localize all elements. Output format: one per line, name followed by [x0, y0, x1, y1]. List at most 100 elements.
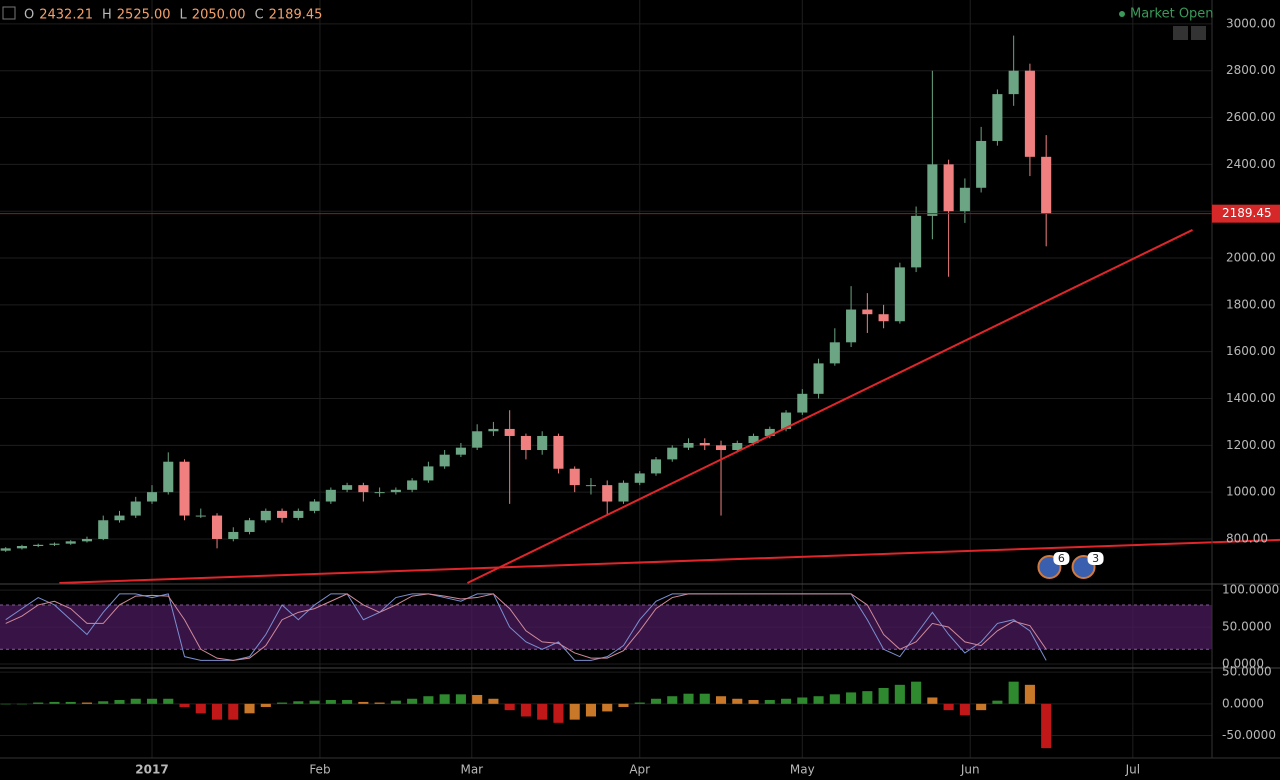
candle-body [862, 309, 873, 315]
macd-bar [260, 703, 271, 707]
candle-body [33, 544, 44, 547]
ohlc-header: O 2432.21 H 2525.00 L 2050.00 C 2189.45 [24, 8, 322, 23]
macd-bar [358, 701, 369, 704]
macd-bar [65, 701, 76, 704]
candle-body [342, 485, 353, 490]
macd-bar [667, 696, 678, 704]
candle-body [277, 510, 288, 518]
candle-body [894, 267, 905, 322]
candle-body [797, 393, 808, 413]
macd-bar [81, 702, 93, 704]
macd-bar [650, 698, 662, 704]
x-tick-label: Mar [460, 763, 483, 777]
candle-body [553, 435, 564, 469]
candle-body [0, 548, 11, 551]
candle-body [537, 435, 548, 451]
scale-button[interactable] [1191, 26, 1206, 40]
y-tick-label: 1200.00 [1226, 438, 1276, 452]
candle-body [715, 445, 727, 451]
y-tick-label: 50.0000 [1222, 620, 1272, 634]
macd-bar [1008, 681, 1019, 704]
macd-bar [33, 702, 44, 704]
candle-body [228, 531, 239, 539]
trendline [466, 229, 1193, 584]
stoch-line [5, 593, 1047, 661]
macd-bar [748, 700, 759, 704]
candle-body [423, 466, 434, 481]
candle-body [504, 428, 515, 436]
macd-bar [813, 696, 824, 704]
event-count-bg [1087, 552, 1104, 565]
candle-body [911, 215, 922, 268]
market-status: Market Open [1130, 7, 1214, 22]
y-tick-label: 2800.00 [1226, 63, 1276, 77]
macd-bar [114, 700, 125, 704]
macd-bar [959, 703, 970, 716]
macd-bar [894, 684, 905, 704]
macd-bar [390, 700, 401, 704]
macd-bar [309, 700, 320, 704]
event-count-bg [1053, 552, 1070, 565]
candle-body [439, 454, 450, 467]
candle-body [992, 94, 1003, 141]
macd-bar [715, 696, 727, 704]
macd-bar [797, 697, 808, 704]
macd-bar [764, 700, 775, 704]
y-tick-label: 2400.00 [1226, 157, 1276, 171]
ohlc-value: 2050.00 [192, 8, 246, 23]
candle-body [472, 431, 483, 448]
macd-bar [16, 703, 27, 705]
event-count: 3 [1092, 552, 1099, 565]
y-tick-label: 2000.00 [1226, 251, 1276, 265]
candle-body [634, 473, 645, 483]
macd-bar [943, 703, 954, 711]
candle-body [829, 342, 840, 364]
candle-body [390, 489, 401, 493]
candle-body [650, 459, 662, 474]
macd-bar [1041, 703, 1052, 749]
candle-body [146, 492, 158, 502]
macd-bar [911, 681, 922, 704]
candle-body [585, 485, 597, 487]
y-tick-label: -50.0000 [1222, 728, 1276, 742]
candle-body [781, 412, 792, 429]
candle-body [16, 546, 27, 549]
last-price-tag [1212, 204, 1280, 223]
macd-bar [618, 703, 629, 707]
candle-body [81, 538, 93, 542]
macd-bar [342, 700, 353, 704]
candle-body [813, 363, 824, 394]
candle-body [1008, 70, 1019, 95]
candle-body [683, 442, 694, 448]
macd-bar [602, 703, 613, 712]
macd-bar [293, 701, 304, 704]
macd-bar [829, 694, 840, 704]
macd-bar [504, 703, 515, 711]
candle-body [65, 541, 76, 544]
y-tick-label: 0.0000 [1222, 657, 1264, 671]
y-tick-label: 1400.00 [1226, 391, 1276, 405]
y-tick-label: 3000.00 [1226, 16, 1276, 30]
scroll-button[interactable] [1173, 26, 1188, 40]
macd-bar [423, 696, 434, 704]
status-dot [1119, 11, 1125, 17]
candle-body [959, 187, 970, 212]
candle-body [244, 520, 255, 532]
y-tick-label: 100.0000 [1222, 583, 1279, 597]
macd-bar [472, 694, 483, 704]
macd-bar [846, 692, 857, 704]
ohlc-label: C [255, 8, 264, 23]
candle-body [309, 501, 320, 511]
macd-bar [976, 703, 987, 711]
y-tick-label: 800.00 [1226, 531, 1268, 545]
candle-body [211, 515, 223, 539]
y-tick-label: 50.0000 [1222, 665, 1272, 679]
macd-bar [130, 698, 141, 704]
ohlc-value: 2189.45 [269, 8, 323, 23]
candle-body [130, 501, 141, 516]
candle-body [1024, 70, 1035, 157]
x-tick-label: Jun [960, 763, 980, 777]
symbol-toggle[interactable] [2, 6, 16, 20]
macd-bar [781, 698, 792, 704]
stoch-line [5, 593, 1047, 661]
